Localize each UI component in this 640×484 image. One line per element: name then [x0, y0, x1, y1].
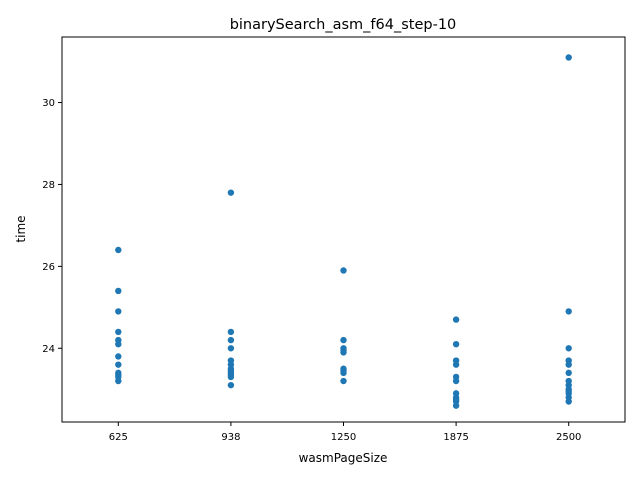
data-point — [227, 189, 235, 196]
data-point — [115, 246, 122, 254]
x-axis-ticks: 625 938 1250 1875 2500 — [109, 422, 581, 443]
x-tick-label: 938 — [221, 432, 240, 443]
data-point — [115, 328, 122, 336]
data-point — [115, 340, 122, 348]
data-point — [340, 267, 347, 274]
data-point — [340, 369, 347, 377]
data-point — [452, 361, 460, 368]
y-axis-label: time — [14, 215, 28, 242]
data-point — [115, 308, 122, 315]
y-tick-label: 28 — [42, 180, 55, 191]
data-point — [565, 361, 572, 368]
data-point — [227, 373, 235, 381]
data-points — [115, 54, 572, 409]
data-point — [115, 361, 122, 368]
y-axis-ticks: 24 26 28 30 — [42, 98, 62, 355]
data-point — [115, 377, 122, 385]
x-tick-label: 2500 — [556, 432, 581, 443]
data-point — [452, 316, 460, 323]
y-tick-label: 26 — [42, 262, 55, 273]
data-point — [452, 340, 460, 348]
data-point — [340, 377, 347, 385]
plot-area-frame — [61, 36, 626, 423]
data-point — [227, 336, 235, 344]
data-point — [565, 308, 572, 315]
data-point — [227, 328, 235, 336]
data-point — [115, 287, 122, 295]
data-point — [452, 377, 460, 385]
data-point — [340, 336, 347, 344]
data-point — [115, 353, 122, 360]
data-point — [227, 345, 235, 352]
x-axis-label: wasmPageSize — [299, 451, 388, 465]
data-point — [340, 349, 347, 356]
y-tick-label: 30 — [42, 98, 55, 109]
data-point — [565, 54, 572, 61]
data-point — [565, 369, 572, 377]
data-point — [227, 381, 235, 389]
data-point — [565, 345, 572, 352]
data-point — [452, 402, 460, 409]
x-tick-label: 1250 — [331, 432, 356, 443]
chart-title: binarySearch_asm_f64_step-10 — [230, 17, 457, 33]
x-tick-label: 1875 — [443, 432, 468, 443]
data-point — [565, 398, 572, 405]
x-tick-label: 625 — [109, 432, 128, 443]
y-tick-label: 24 — [42, 344, 55, 355]
